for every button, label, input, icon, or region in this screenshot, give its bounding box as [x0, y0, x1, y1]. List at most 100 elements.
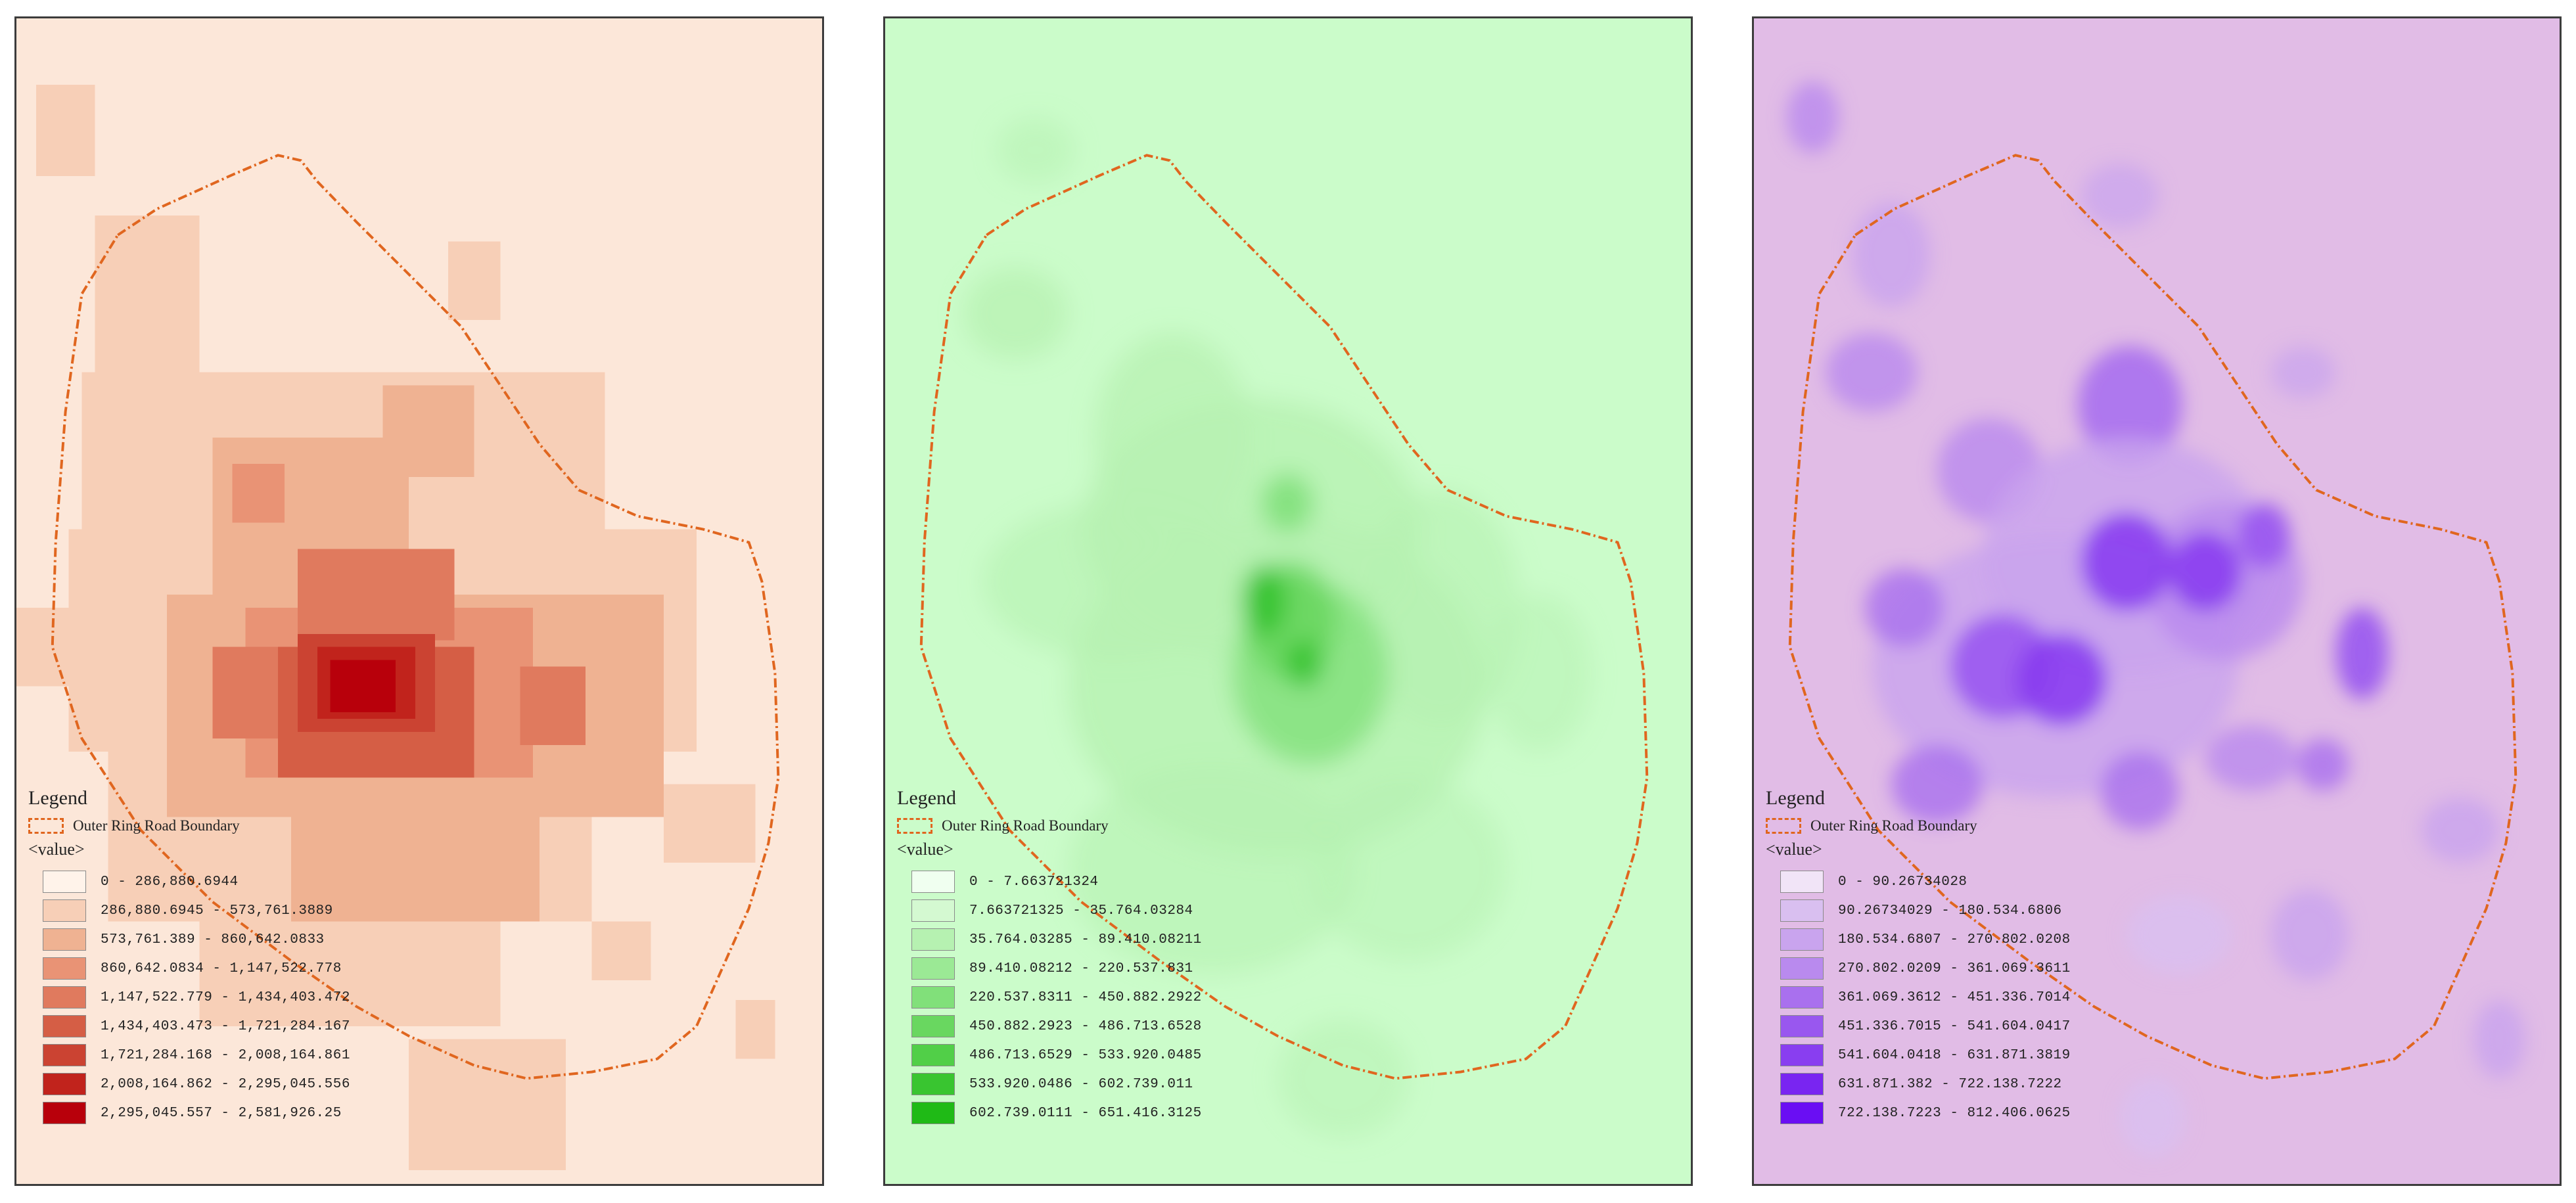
value-label: <value>	[28, 840, 85, 859]
legend-range: 0 - 7.663721324	[969, 874, 1099, 890]
legend-class-row: 180.534.6807 - 270.802.0208	[1766, 925, 2265, 954]
legend-class-row: 1,434,403.473 - 1,721,284.167	[28, 1012, 528, 1041]
legend-range: 2,295,045.557 - 2,581,926.25	[101, 1105, 342, 1121]
legend-swatch	[911, 986, 955, 1009]
legend-swatch	[911, 871, 955, 893]
legend-range: 220.537.8311 - 450.882.2922	[969, 989, 1202, 1005]
legend-range: 602.739.0111 - 651.416.3125	[969, 1105, 1202, 1121]
legend-swatch	[43, 1015, 86, 1037]
legend-class-row: 35.764.03285 - 89.410.08211	[897, 925, 1396, 954]
legend-class-row: 631.871.382 - 722.138.7222	[1766, 1070, 2265, 1099]
legend-swatch	[911, 928, 955, 951]
density-map-red	[16, 84, 780, 1170]
legend-class-row: 286,880.6945 - 573,761.3889	[28, 896, 528, 925]
legend-swatch	[1780, 1015, 1824, 1037]
legend-range: 1,147,522.779 - 1,434,403.472	[101, 989, 350, 1005]
legend-swatch	[43, 1102, 86, 1124]
legend-swatch	[1780, 1044, 1824, 1066]
legend-boundary-row: Outer Ring Road Boundary	[1766, 817, 2265, 834]
legend-title: Legend	[28, 787, 87, 809]
map-panel-red[interactable]: Legend Outer Ring Road Boundary <value> …	[14, 16, 824, 1186]
legend-class-row: 602.739.0111 - 651.416.3125	[897, 1099, 1396, 1127]
legend-swatch	[911, 957, 955, 980]
legend-class-row: 90.26734029 - 180.534.6806	[1766, 896, 2265, 925]
legend-class-row: 722.138.7223 - 812.406.0625	[1766, 1099, 2265, 1127]
legend-range: 541.604.0418 - 631.871.3819	[1838, 1047, 2071, 1063]
legend-range: 180.534.6807 - 270.802.0208	[1838, 932, 2071, 947]
boundary-label: Outer Ring Road Boundary	[942, 817, 1109, 834]
legend-range: 35.764.03285 - 89.410.08211	[969, 932, 1202, 947]
legend-swatch	[43, 1073, 86, 1095]
legend-class-row: 0 - 90.26734028	[1766, 867, 2265, 896]
legend-swatch	[1780, 928, 1824, 951]
legend-range: 722.138.7223 - 812.406.0625	[1838, 1105, 2071, 1121]
legend-class-row: 0 - 7.663721324	[897, 867, 1396, 896]
legend-title: Legend	[897, 787, 956, 809]
legend-class-row: 450.882.2923 - 486.713.6528	[897, 1012, 1396, 1041]
legend-red: Legend Outer Ring Road Boundary <value> …	[28, 787, 528, 1127]
outer-ring-road-boundary	[51, 154, 780, 1080]
boundary-swatch	[1766, 818, 1801, 834]
legend-swatch	[43, 871, 86, 893]
legend-range: 1,434,403.473 - 1,721,284.167	[101, 1018, 350, 1034]
boundary-swatch	[28, 818, 64, 834]
legend-class-row: 533.920.0486 - 602.739.011	[897, 1070, 1396, 1099]
legend-swatch	[911, 1102, 955, 1124]
boundary-label: Outer Ring Road Boundary	[73, 817, 240, 834]
legend-swatch	[43, 899, 86, 922]
legend-class-row: 89.410.08212 - 220.537.831	[897, 954, 1396, 983]
legend-swatch	[1780, 871, 1824, 893]
legend-range: 0 - 286,880.6944	[101, 874, 239, 890]
legend-range: 361.069.3612 - 451.336.7014	[1838, 989, 2071, 1005]
density-surface-red	[16, 84, 775, 1170]
legend-class-row: 451.336.7015 - 541.604.0417	[1766, 1012, 2265, 1041]
map-panel-purple[interactable]: Legend Outer Ring Road Boundary <value> …	[1752, 16, 2562, 1186]
legend-range: 573,761.389 - 860,642.0833	[101, 932, 325, 947]
legend-range: 2,008,164.862 - 2,295,045.556	[101, 1076, 350, 1092]
legend-range: 860,642.0834 - 1,147,522.778	[101, 961, 342, 976]
legend-range: 451.336.7015 - 541.604.0417	[1838, 1018, 2071, 1034]
density-map-purple	[1786, 81, 2526, 1157]
legend-range: 7.663721325 - 35.764.03284	[969, 903, 1193, 919]
value-label: <value>	[897, 840, 954, 859]
legend-swatch	[1780, 899, 1824, 922]
density-surface-green	[963, 117, 1592, 1138]
legend-range: 533.920.0486 - 602.739.011	[969, 1076, 1193, 1092]
legend-swatch	[43, 957, 86, 980]
legend-swatch	[911, 1044, 955, 1066]
legend-class-row: 541.604.0418 - 631.871.3819	[1766, 1041, 2265, 1070]
legend-swatch	[911, 1073, 955, 1095]
legend-class-row: 1,147,522.779 - 1,434,403.472	[28, 983, 528, 1012]
map-panel-green[interactable]: Legend Outer Ring Road Boundary <value> …	[883, 16, 1693, 1186]
value-label: <value>	[1766, 840, 1822, 859]
legend-range: 1,721,284.168 - 2,008,164.861	[101, 1047, 350, 1063]
outer-ring-road-boundary	[1788, 154, 2518, 1080]
legend-class-row: 860,642.0834 - 1,147,522.778	[28, 954, 528, 983]
boundary-label: Outer Ring Road Boundary	[1810, 817, 1977, 834]
legend-range: 631.871.382 - 722.138.7222	[1838, 1076, 2062, 1092]
legend-class-row: 361.069.3612 - 451.336.7014	[1766, 983, 2265, 1012]
legend-class-row: 1,721,284.168 - 2,008,164.861	[28, 1041, 528, 1070]
legend-class-row: 573,761.389 - 860,642.0833	[28, 925, 528, 954]
legend-range: 89.410.08212 - 220.537.831	[969, 961, 1193, 976]
outer-ring-road-boundary	[919, 154, 1649, 1080]
legend-class-row: 2,295,045.557 - 2,581,926.25	[28, 1099, 528, 1127]
legend-swatch	[43, 986, 86, 1009]
legend-swatch	[911, 899, 955, 922]
legend-swatch	[1780, 1102, 1824, 1124]
legend-range: 286,880.6945 - 573,761.3889	[101, 903, 333, 919]
legend-purple: Legend Outer Ring Road Boundary <value> …	[1766, 787, 2265, 1127]
legend-swatch	[1780, 986, 1824, 1009]
legend-range: 450.882.2923 - 486.713.6528	[969, 1018, 1202, 1034]
density-surface-purple	[1786, 81, 2526, 1157]
density-map-green	[919, 117, 1649, 1138]
legend-class-row: 486.713.6529 - 533.920.0485	[897, 1041, 1396, 1070]
legend-swatch	[911, 1015, 955, 1037]
legend-range: 486.713.6529 - 533.920.0485	[969, 1047, 1202, 1063]
legend-swatch	[1780, 957, 1824, 980]
legend-range: 0 - 90.26734028	[1838, 874, 1967, 890]
legend-swatch	[1780, 1073, 1824, 1095]
legend-boundary-row: Outer Ring Road Boundary	[28, 817, 528, 834]
legend-class-row: 220.537.8311 - 450.882.2922	[897, 983, 1396, 1012]
legend-range: 90.26734029 - 180.534.6806	[1838, 903, 2062, 919]
